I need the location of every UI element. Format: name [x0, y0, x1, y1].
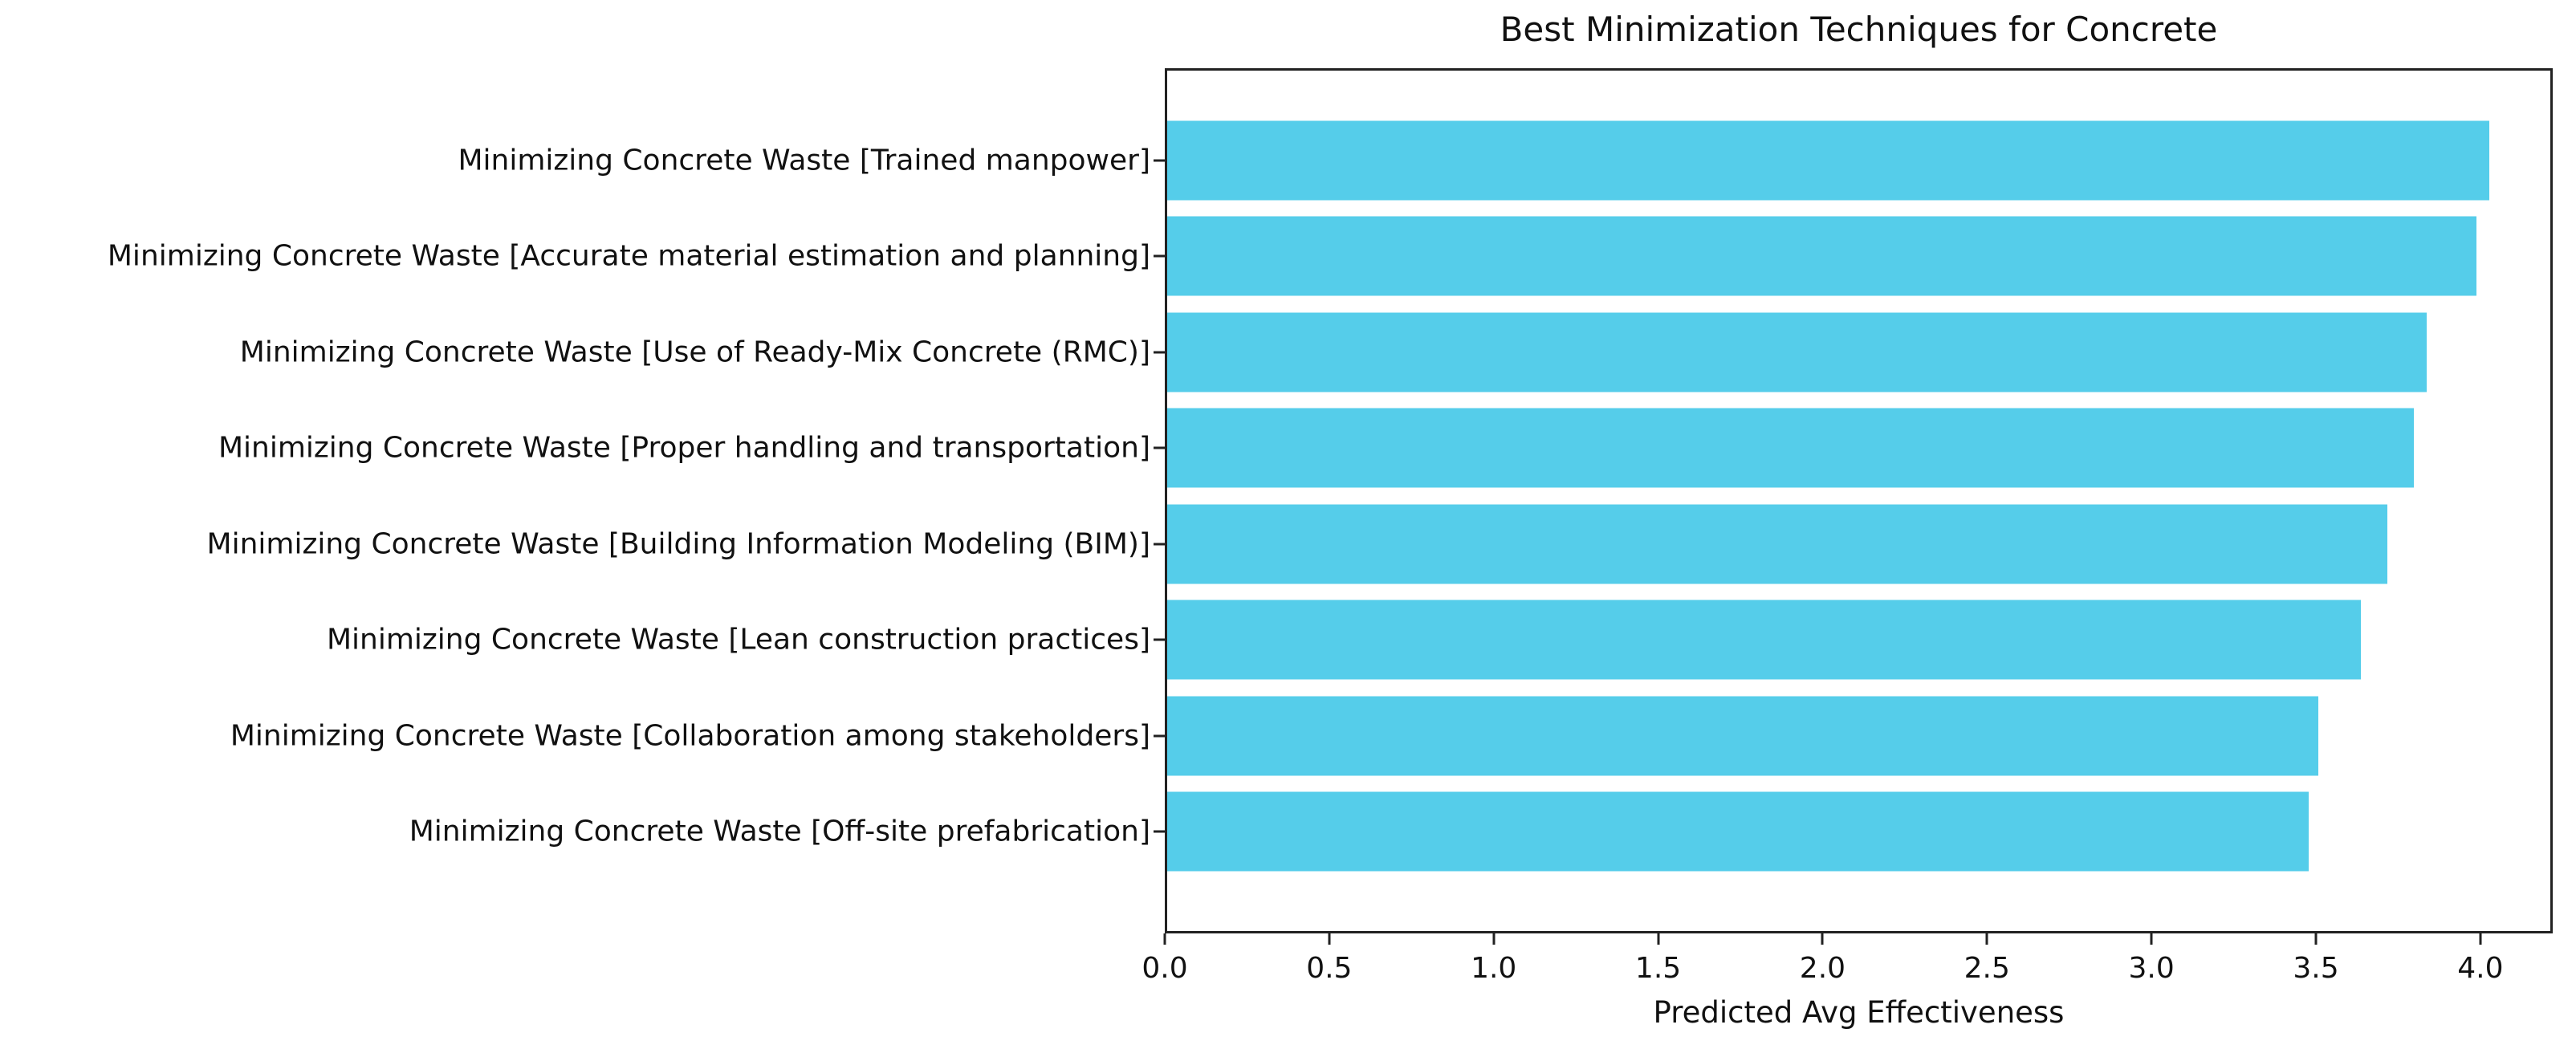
y-tick-mark — [1154, 830, 1165, 833]
bar-6 — [1167, 696, 2318, 776]
y-tick-mark — [1154, 446, 1165, 449]
x-tick-label: 3.0 — [2128, 952, 2175, 985]
bar-3 — [1167, 408, 2414, 488]
y-tick-label: Minimizing Concrete Waste [Accurate mate… — [107, 239, 1150, 273]
x-tick-mark — [2150, 933, 2153, 945]
x-tick-mark — [1985, 933, 1988, 945]
x-tick-label: 2.0 — [1799, 952, 1846, 985]
x-tick-mark — [1821, 933, 1824, 945]
y-tick-mark — [1154, 351, 1165, 354]
y-tick-label: Minimizing Concrete Waste [Trained manpo… — [458, 144, 1150, 177]
y-tick-mark — [1154, 159, 1165, 162]
chart-title: Best Minimization Techniques for Concret… — [1500, 10, 2218, 49]
x-tick-label: 1.5 — [1634, 952, 1682, 985]
x-tick-mark — [1492, 933, 1496, 945]
y-tick-label: Minimizing Concrete Waste [Lean construc… — [326, 623, 1150, 657]
y-tick-label: Minimizing Concrete Waste [Collaboration… — [230, 719, 1150, 753]
x-tick-label: 2.5 — [1964, 952, 2010, 985]
x-tick-label: 3.5 — [2293, 952, 2339, 985]
x-tick-mark — [1328, 933, 1331, 945]
x-tick-mark — [1657, 933, 1660, 945]
plot-area — [1165, 68, 2553, 933]
y-tick-mark — [1154, 543, 1165, 546]
x-tick-label: 0.5 — [1306, 952, 1353, 985]
y-tick-label: Minimizing Concrete Waste [Off-site pref… — [409, 815, 1150, 848]
bar-1 — [1167, 216, 2476, 296]
x-tick-mark — [2314, 933, 2318, 945]
y-tick-label: Minimizing Concrete Waste [Use of Ready-… — [239, 335, 1150, 369]
bar-7 — [1167, 791, 2309, 872]
y-tick-mark — [1154, 638, 1165, 641]
x-tick-mark — [1163, 933, 1166, 945]
y-tick-mark — [1154, 254, 1165, 258]
bar-0 — [1167, 120, 2489, 201]
bar-5 — [1167, 600, 2361, 680]
y-tick-mark — [1154, 734, 1165, 738]
y-tick-label: Minimizing Concrete Waste [Building Info… — [206, 527, 1150, 561]
y-tick-label: Minimizing Concrete Waste [Proper handli… — [218, 431, 1150, 465]
x-tick-label: 0.0 — [1141, 952, 1188, 985]
bar-2 — [1167, 312, 2427, 392]
x-tick-mark — [2479, 933, 2482, 945]
bar-4 — [1167, 504, 2387, 584]
x-tick-label: 1.0 — [1471, 952, 1517, 985]
x-axis-label: Predicted Avg Effectiveness — [1653, 995, 2065, 1030]
x-tick-label: 4.0 — [2457, 952, 2504, 985]
